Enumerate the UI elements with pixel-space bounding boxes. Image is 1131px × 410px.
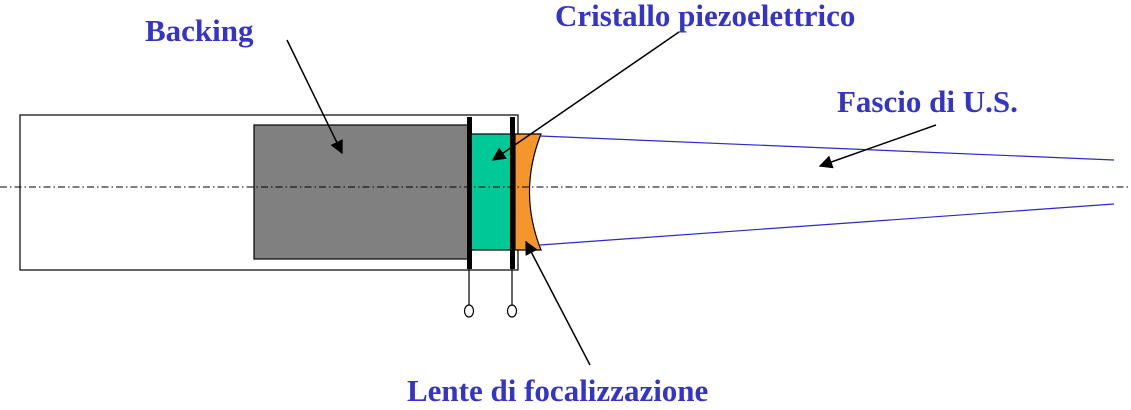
terminal-front [506, 304, 518, 318]
label-beam: Fascio di U.S. [837, 84, 1018, 119]
label-backing: Backing [145, 13, 254, 48]
electrode-rear [467, 117, 472, 269]
electrode-front [510, 117, 515, 269]
beam-edge-upper [539, 135, 1115, 161]
label-crystal: Cristallo piezoelettrico [555, 0, 855, 33]
beam-edge-lower [539, 203, 1115, 246]
lens-pointer-arrow [525, 240, 591, 366]
label-lens: Lente di focalizzazione [407, 373, 708, 408]
focusing-lens [514, 133, 542, 251]
backing-pointer-arrow [286, 39, 343, 155]
crystal-pointer-arrow [491, 31, 680, 161]
beam-pointer-arrow [818, 124, 937, 169]
terminal-rear [463, 304, 475, 318]
backing-block [253, 124, 469, 260]
